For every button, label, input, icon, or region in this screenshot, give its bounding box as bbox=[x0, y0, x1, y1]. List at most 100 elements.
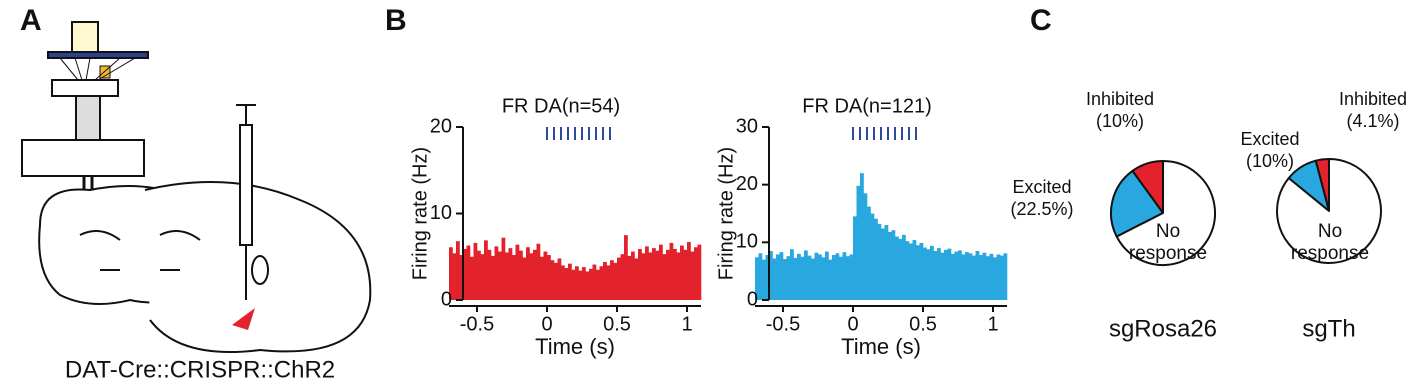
bar bbox=[909, 243, 913, 300]
bar bbox=[543, 251, 548, 300]
bar bbox=[919, 242, 924, 300]
slice-label: No response bbox=[1129, 221, 1207, 264]
bar bbox=[603, 261, 607, 300]
bar bbox=[846, 256, 850, 300]
bar bbox=[1000, 255, 1004, 300]
bar bbox=[491, 255, 495, 300]
x-tick-label: -0.5 bbox=[460, 313, 494, 335]
fiber-ferrule bbox=[71, 21, 99, 53]
bar bbox=[557, 258, 562, 300]
bar bbox=[762, 259, 766, 300]
ventricle bbox=[251, 255, 269, 285]
bar bbox=[592, 264, 597, 300]
bar bbox=[512, 255, 516, 300]
bar bbox=[842, 252, 847, 300]
bar bbox=[599, 266, 604, 300]
bar bbox=[606, 265, 611, 300]
bar bbox=[891, 230, 896, 300]
bar bbox=[972, 255, 976, 300]
bar bbox=[853, 216, 857, 300]
bar bbox=[975, 250, 980, 300]
y-tick-label: 0 bbox=[747, 288, 758, 310]
bar bbox=[1003, 253, 1008, 300]
bar bbox=[874, 218, 878, 300]
bar bbox=[533, 249, 537, 300]
bar bbox=[494, 246, 499, 300]
chart-title: FR DA(n=54) bbox=[502, 95, 620, 117]
bar bbox=[662, 254, 667, 300]
bar bbox=[979, 255, 983, 300]
bar bbox=[624, 235, 628, 300]
bar bbox=[452, 253, 457, 300]
bar bbox=[687, 242, 691, 300]
bar bbox=[617, 257, 621, 300]
x-tick-label: 0 bbox=[541, 313, 552, 335]
bar bbox=[933, 250, 938, 300]
bar bbox=[610, 260, 614, 300]
bar bbox=[821, 257, 826, 300]
bar bbox=[965, 252, 969, 300]
bar bbox=[916, 245, 920, 300]
bar bbox=[825, 251, 829, 300]
y-tick-label: 20 bbox=[430, 115, 452, 137]
bar bbox=[561, 265, 565, 300]
bar bbox=[944, 249, 948, 300]
bar bbox=[968, 253, 973, 300]
bar bbox=[666, 249, 670, 300]
bar bbox=[779, 252, 784, 300]
panel-label: C bbox=[1030, 4, 1052, 37]
y-tick-label: 0 bbox=[441, 288, 452, 310]
bar bbox=[655, 250, 660, 300]
slice-value-label: (22.5%) bbox=[1010, 199, 1073, 219]
bar bbox=[881, 228, 885, 300]
slice-label: Excited bbox=[1240, 129, 1299, 149]
bar bbox=[863, 193, 868, 300]
bar bbox=[456, 241, 460, 300]
bar bbox=[568, 263, 572, 300]
bar bbox=[755, 257, 759, 300]
chart-title: sgTh bbox=[1302, 315, 1355, 342]
bar bbox=[982, 252, 987, 300]
bar bbox=[807, 255, 812, 300]
bar bbox=[996, 254, 1001, 300]
bar bbox=[536, 243, 541, 300]
drive-base bbox=[21, 139, 145, 177]
bar bbox=[487, 249, 492, 300]
bar bbox=[828, 259, 833, 300]
bar bbox=[902, 234, 906, 300]
bar bbox=[690, 251, 695, 300]
bar bbox=[989, 253, 994, 300]
injection-site bbox=[232, 308, 255, 330]
x-tick-label: 0.5 bbox=[909, 313, 937, 335]
bar bbox=[613, 262, 618, 300]
bar bbox=[884, 225, 889, 300]
bar bbox=[480, 254, 485, 300]
y-tick-label: 10 bbox=[736, 231, 758, 253]
bar bbox=[505, 252, 509, 300]
x-tick-label: 1 bbox=[681, 313, 692, 335]
bar bbox=[804, 250, 808, 300]
x-tick-label: 0.5 bbox=[603, 313, 631, 335]
bar bbox=[473, 242, 478, 300]
bar bbox=[856, 185, 861, 300]
bar bbox=[835, 253, 840, 300]
bar bbox=[596, 269, 600, 300]
bar bbox=[585, 271, 590, 300]
bar bbox=[477, 250, 481, 300]
bar bbox=[575, 266, 579, 300]
bar bbox=[758, 253, 763, 300]
drive-top bbox=[51, 79, 119, 97]
wires bbox=[59, 57, 136, 81]
sagittal-section bbox=[144, 181, 372, 353]
bar bbox=[867, 206, 871, 300]
connector bbox=[99, 65, 111, 79]
bar bbox=[986, 256, 990, 300]
diagram bbox=[21, 21, 372, 353]
drive-shaft bbox=[75, 95, 101, 141]
bar bbox=[578, 270, 583, 300]
bar bbox=[634, 258, 639, 300]
diagram-caption: DAT-Cre::CRISPR::ChR2 bbox=[65, 356, 335, 383]
brain-lines bbox=[79, 230, 201, 271]
bar bbox=[459, 255, 464, 300]
